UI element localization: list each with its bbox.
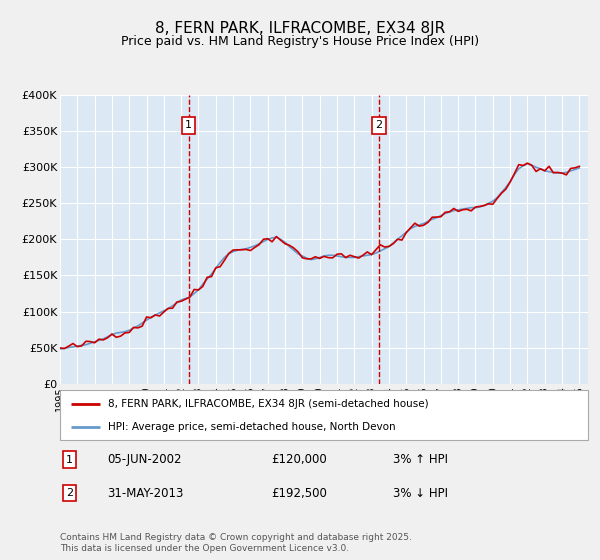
- Text: 2: 2: [66, 488, 73, 498]
- Text: Contains HM Land Registry data © Crown copyright and database right 2025.
This d: Contains HM Land Registry data © Crown c…: [60, 533, 412, 553]
- Text: 8, FERN PARK, ILFRACOMBE, EX34 8JR (semi-detached house): 8, FERN PARK, ILFRACOMBE, EX34 8JR (semi…: [107, 399, 428, 409]
- Text: £120,000: £120,000: [271, 453, 327, 466]
- Text: 05-JUN-2002: 05-JUN-2002: [107, 453, 182, 466]
- Text: £192,500: £192,500: [271, 487, 327, 500]
- Text: HPI: Average price, semi-detached house, North Devon: HPI: Average price, semi-detached house,…: [107, 422, 395, 432]
- Text: 8, FERN PARK, ILFRACOMBE, EX34 8JR: 8, FERN PARK, ILFRACOMBE, EX34 8JR: [155, 21, 445, 36]
- Text: Price paid vs. HM Land Registry's House Price Index (HPI): Price paid vs. HM Land Registry's House …: [121, 35, 479, 48]
- Text: 3% ↓ HPI: 3% ↓ HPI: [392, 487, 448, 500]
- Text: 2: 2: [375, 120, 382, 130]
- Text: 1: 1: [185, 120, 192, 130]
- Text: 1: 1: [66, 455, 73, 465]
- FancyBboxPatch shape: [60, 390, 588, 440]
- Text: 3% ↑ HPI: 3% ↑ HPI: [392, 453, 448, 466]
- Text: 31-MAY-2013: 31-MAY-2013: [107, 487, 184, 500]
